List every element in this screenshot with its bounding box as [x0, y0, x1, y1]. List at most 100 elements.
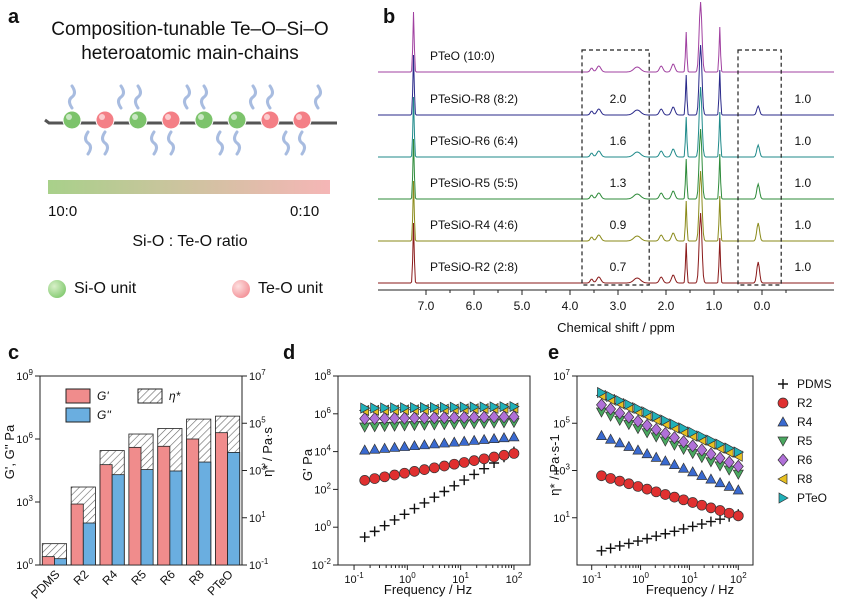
data-point-pteo — [479, 401, 490, 413]
te-unit-icon — [232, 280, 250, 298]
y-tick-label: 10-2 — [312, 557, 332, 572]
e-x-axis-label: Frequency / Hz — [646, 582, 734, 597]
data-point-pteo — [469, 401, 480, 413]
y-tick-label: 108 — [314, 368, 331, 383]
data-point-r2 — [650, 486, 662, 498]
data-point-r4 — [488, 432, 500, 444]
data-point-r2 — [732, 510, 744, 522]
nmr-x-axis-label: Chemical shift / ppm — [557, 320, 675, 335]
legend-label-r6: R6 — [797, 453, 813, 467]
data-point-pdms — [614, 540, 625, 551]
y-tick-label: 103 — [553, 463, 570, 478]
panel-label-a: a — [8, 6, 20, 28]
data-point-r2 — [632, 481, 644, 492]
data-point-r4 — [705, 473, 717, 484]
data-point-r4 — [595, 429, 608, 440]
data-point-pteo — [606, 390, 617, 403]
data-point-pteo — [499, 401, 510, 413]
te-unit-bead — [161, 110, 181, 130]
nmr-spectra-chart: 7.0 6.0 5.0 4.0 3.0 2.0 1.0 0.0 PTeO (10:0) PTeSi… — [378, 1, 834, 335]
x-tick-label: 102 — [730, 571, 747, 586]
data-point-r4 — [478, 433, 490, 444]
legend-te-label: Te-O unit — [258, 280, 323, 297]
data-point-pteo — [380, 402, 391, 414]
data-point-r2 — [669, 491, 680, 503]
data-point-r4 — [732, 484, 744, 495]
legend-label-pdms: PDMS — [797, 377, 832, 391]
data-point-pdms — [389, 514, 400, 525]
data-point-pteo — [633, 402, 644, 415]
plot-frame — [337, 375, 531, 566]
bar-y2-tick-label: 10-1 — [249, 557, 269, 572]
data-point-pteo — [642, 406, 653, 418]
data-point-pteo — [370, 402, 381, 414]
data-point-r6 — [488, 410, 500, 424]
data-point-r6 — [723, 455, 735, 469]
data-point-r2 — [389, 469, 400, 481]
data-point-r6 — [478, 410, 490, 424]
data-point-r6 — [732, 459, 744, 473]
data-point-r2 — [678, 494, 689, 506]
bar-y-tick-label: 100 — [16, 557, 33, 572]
si-unit-bead — [128, 110, 148, 130]
data-point-r2 — [369, 473, 381, 484]
bar-category-label: R6 — [157, 567, 178, 588]
nmr-spectrum-line — [378, 44, 834, 116]
te-unit-bead — [260, 110, 280, 130]
data-point-pdms — [596, 545, 607, 556]
side-chain — [134, 84, 142, 110]
bead-highlight — [198, 114, 204, 120]
data-point-r4 — [438, 437, 450, 448]
data-point-r6 — [409, 411, 420, 425]
bar-g-double-prime — [227, 452, 241, 566]
bar-g-double-prime — [198, 461, 212, 566]
data-point-pteo — [679, 422, 690, 434]
bead-highlight — [264, 114, 270, 120]
data-point-r4 — [659, 455, 671, 466]
bar-category-label: R4 — [100, 567, 121, 588]
data-point-pteo — [360, 402, 371, 414]
y-tick-label: 101 — [553, 510, 570, 525]
nmr-integral-left: 1.6 — [610, 134, 627, 148]
legend-eta-swatch — [137, 388, 163, 404]
data-point-pdms — [669, 526, 680, 537]
data-point-pdms — [705, 516, 716, 527]
gradient-right-label: 0:10 — [290, 203, 320, 220]
e-y-axis-label: η* / Pa·s-1 — [547, 434, 562, 495]
data-point-r2 — [488, 451, 500, 463]
nmr-x-tick-label: 7.0 — [418, 299, 435, 313]
data-point-r2 — [623, 478, 635, 490]
data-point-r6 — [659, 427, 671, 441]
nmr-series-label: PTeO (10:0) — [430, 49, 495, 63]
nmr-x-tick-label: 1.0 — [706, 299, 723, 313]
data-point-r6 — [696, 443, 708, 457]
bead-highlight — [66, 114, 72, 120]
x-tick-label: 102 — [506, 571, 523, 586]
te-unit-bead — [95, 110, 115, 130]
data-point-r4 — [714, 476, 726, 488]
data-point-pdms — [660, 528, 671, 539]
data-point-r4 — [508, 431, 520, 442]
nmr-x-tick-label: 6.0 — [466, 299, 483, 313]
panel-a-title-line1: Composition-tunable Te–O–Si–O — [51, 19, 329, 40]
data-point-r6 — [498, 410, 510, 424]
bar-g-prime — [99, 464, 113, 566]
data-point-r6 — [458, 410, 470, 424]
complex-viscosity-chart: 10-1 100 101 102 101 103 105 107 PDMS R2 R4 R5 R6 R8 P… — [547, 368, 832, 597]
data-point-pteo — [670, 418, 681, 430]
data-point-r2 — [419, 464, 430, 475]
data-point-r6 — [687, 439, 699, 453]
legend-eta-label: η* — [169, 389, 181, 403]
data-point-r2 — [614, 475, 626, 487]
data-point-r4 — [458, 435, 470, 446]
nmr-x-tick-label: 3.0 — [610, 299, 627, 313]
nmr-integral-left: 0.7 — [610, 260, 627, 274]
data-point-r2 — [605, 473, 616, 484]
data-point-r2 — [723, 507, 735, 519]
nmr-integral-right: 1.0 — [794, 218, 811, 232]
data-point-r6 — [468, 410, 480, 424]
bar-y-tick-label: 109 — [16, 368, 33, 383]
bar-y2-tick-label: 101 — [249, 510, 266, 525]
legend-marker-pteo — [778, 492, 789, 504]
bar-y-axis-label: G', G'' Pa — [2, 424, 17, 479]
